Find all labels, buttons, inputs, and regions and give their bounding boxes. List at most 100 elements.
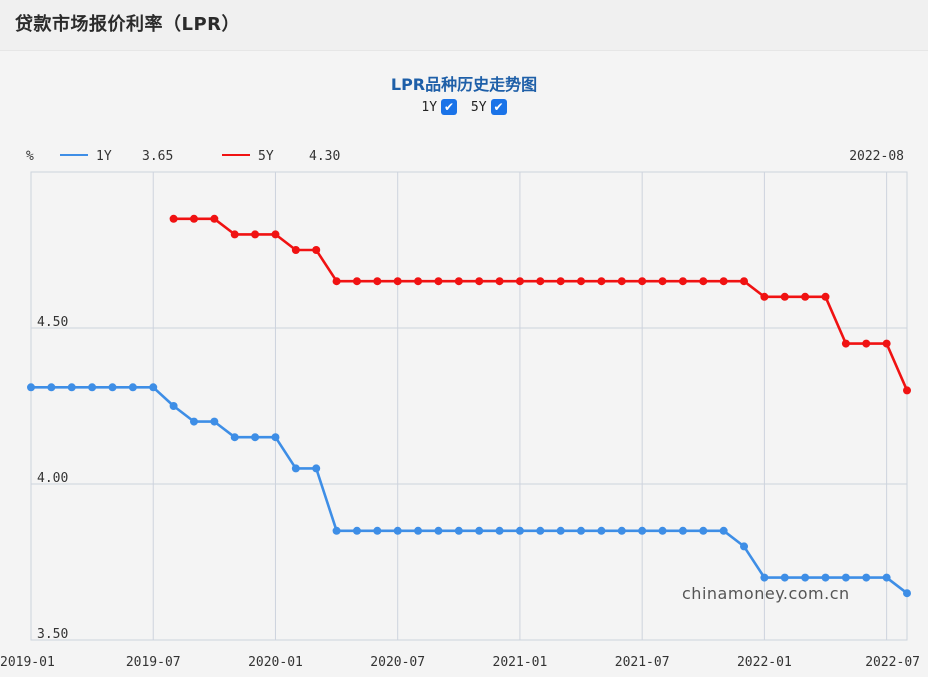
data-point-1y[interactable] [678, 526, 687, 535]
data-point-5y[interactable] [454, 277, 463, 286]
data-point-1y[interactable] [495, 526, 504, 535]
data-point-5y[interactable] [332, 277, 341, 286]
data-point-5y[interactable] [780, 292, 789, 301]
data-point-1y[interactable] [149, 383, 158, 392]
data-point-1y[interactable] [475, 526, 484, 535]
data-point-1y[interactable] [638, 526, 647, 535]
data-point-1y[interactable] [88, 383, 97, 392]
data-point-1y[interactable] [536, 526, 545, 535]
data-point-1y[interactable] [719, 526, 728, 535]
chart-legend: % 1Y 3.65 5Y 4.30 2022-08 [26, 149, 904, 164]
page-header: 贷款市场报价利率（LPR） [0, 0, 928, 51]
data-point-1y[interactable] [658, 526, 667, 535]
data-point-1y[interactable] [577, 526, 586, 535]
data-point-5y[interactable] [740, 277, 749, 286]
data-point-1y[interactable] [291, 464, 300, 473]
data-point-5y[interactable] [169, 214, 178, 223]
toggle-5y[interactable]: 5Y ✔ [471, 99, 507, 115]
data-point-1y[interactable] [617, 526, 626, 535]
data-point-5y[interactable] [475, 277, 484, 286]
data-point-5y[interactable] [760, 292, 769, 301]
data-point-5y[interactable] [291, 246, 300, 254]
data-point-1y[interactable] [251, 433, 260, 442]
data-point-5y[interactable] [230, 230, 239, 239]
x-tick-label: 2019-07 [126, 655, 181, 670]
y-tick-label: 4.00 [37, 471, 68, 486]
data-point-1y[interactable] [189, 417, 198, 426]
data-point-1y[interactable] [821, 573, 830, 582]
data-point-5y[interactable] [312, 246, 321, 254]
data-point-1y[interactable] [414, 526, 423, 535]
data-point-1y[interactable] [312, 464, 321, 473]
data-point-1y[interactable] [230, 433, 239, 442]
data-point-5y[interactable] [393, 277, 402, 286]
data-point-5y[interactable] [617, 277, 626, 286]
data-point-5y[interactable] [678, 277, 687, 286]
data-point-5y[interactable] [719, 277, 728, 286]
data-point-5y[interactable] [373, 277, 382, 286]
data-point-1y[interactable] [393, 526, 402, 535]
data-point-5y[interactable] [434, 277, 443, 286]
data-point-1y[interactable] [862, 573, 871, 582]
toggle-1y-checkbox[interactable]: ✔ [441, 99, 458, 115]
legend-5y-name: 5Y [258, 149, 274, 164]
x-tick-label: 2022-01 [737, 655, 792, 670]
data-point-1y[interactable] [597, 526, 606, 535]
data-point-1y[interactable] [434, 526, 443, 535]
data-point-1y[interactable] [454, 526, 463, 535]
data-point-1y[interactable] [47, 383, 56, 392]
data-point-5y[interactable] [556, 277, 565, 286]
data-point-1y[interactable] [373, 526, 382, 535]
data-point-5y[interactable] [638, 277, 647, 286]
data-point-1y[interactable] [841, 573, 850, 582]
data-point-1y[interactable] [556, 526, 565, 535]
watermark: chinamoney.com.cn [682, 584, 850, 603]
data-point-1y[interactable] [760, 573, 769, 582]
data-point-5y[interactable] [658, 277, 667, 286]
toggle-5y-checkbox[interactable]: ✔ [490, 99, 507, 115]
data-point-1y[interactable] [740, 542, 749, 551]
page-title: 贷款市场报价利率（LPR） [15, 14, 241, 35]
data-point-1y[interactable] [903, 589, 911, 598]
data-point-5y[interactable] [821, 292, 830, 301]
data-point-5y[interactable] [882, 339, 891, 348]
data-point-5y[interactable] [352, 277, 361, 286]
data-point-1y[interactable] [882, 573, 891, 582]
data-point-1y[interactable] [67, 383, 76, 392]
x-tick-label: 2021-01 [493, 655, 548, 670]
data-point-5y[interactable] [414, 277, 423, 286]
data-point-5y[interactable] [597, 277, 606, 286]
data-point-1y[interactable] [801, 573, 810, 582]
series-line-5y [173, 217, 909, 391]
data-point-1y[interactable] [210, 417, 219, 426]
data-point-5y[interactable] [699, 277, 708, 286]
toggle-1y[interactable]: 1Y ✔ [421, 99, 458, 115]
data-point-1y[interactable] [27, 383, 35, 392]
legend-1y-value: 3.65 [142, 149, 173, 164]
data-point-1y[interactable] [515, 526, 524, 535]
data-point-5y[interactable] [210, 214, 219, 223]
data-point-5y[interactable] [251, 230, 260, 239]
data-point-5y[interactable] [515, 277, 524, 286]
data-point-5y[interactable] [801, 292, 810, 301]
data-point-5y[interactable] [495, 277, 504, 286]
data-point-5y[interactable] [271, 230, 280, 239]
data-point-1y[interactable] [332, 526, 341, 535]
data-point-1y[interactable] [271, 433, 280, 442]
data-point-1y[interactable] [780, 573, 789, 582]
data-point-1y[interactable] [128, 383, 137, 392]
data-point-5y[interactable] [189, 214, 198, 223]
chart-axes: 2019-01 2019-07 2020-01 2020-07 2021-01 2021-… [0, 315, 920, 670]
toggle-5y-label: 5Y [470, 99, 487, 115]
data-point-1y[interactable] [108, 383, 117, 392]
x-tick-label: 2020-01 [248, 655, 303, 670]
data-point-5y[interactable] [862, 339, 871, 348]
data-point-5y[interactable] [841, 339, 850, 348]
data-point-5y[interactable] [536, 277, 545, 286]
data-point-1y[interactable] [699, 526, 708, 535]
data-point-5y[interactable] [577, 277, 586, 286]
data-point-1y[interactable] [169, 402, 178, 410]
data-point-1y[interactable] [352, 526, 361, 535]
data-point-5y[interactable] [903, 386, 911, 395]
